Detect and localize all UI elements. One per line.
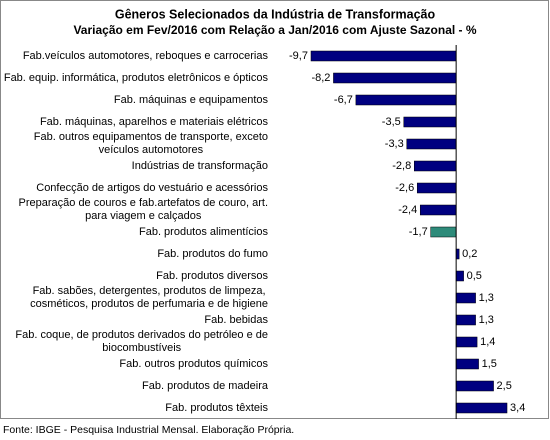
bar — [455, 380, 494, 392]
category-label-wrap: Fab. produtos diversos — [0, 261, 268, 291]
category-label-wrap: Fab. outros produtos químicos — [0, 349, 268, 379]
chart-subtitle: Variação em Fev/2016 com Relação a Jan/2… — [73, 23, 476, 37]
chart-frame — [0, 0, 549, 419]
bar — [416, 182, 457, 194]
category-label: Fab.veículos automotores, reboques e car… — [22, 49, 268, 62]
category-label-wrap: Fab. bebidas — [0, 305, 268, 335]
value-label: 2,5 — [497, 380, 512, 392]
value-label: 0,5 — [467, 270, 482, 282]
category-label-box: Fab. equip. informática, produtos eletrô… — [0, 63, 268, 93]
bar — [419, 204, 457, 216]
category-label-wrap: Fab. equip. informática, produtos eletrô… — [0, 63, 268, 93]
category-label: Fab. produtos têxteis — [165, 401, 268, 414]
category-label: Preparação de couros e fab.artefatos de … — [18, 197, 268, 222]
category-label-box: Fab. produtos têxteis — [0, 393, 268, 423]
bar — [333, 72, 457, 84]
category-label: Confecção de artigos do vestuário e aces… — [36, 181, 268, 194]
category-label-box: Fab. sabões, detergentes, produtos de li… — [0, 283, 268, 313]
bar — [413, 160, 457, 172]
category-label-wrap: Fab. produtos de madeira — [0, 371, 268, 401]
category-label-box: Fab. produtos diversos — [0, 261, 268, 291]
bar — [455, 402, 508, 414]
value-label: -3,5 — [382, 116, 401, 128]
category-label-wrap: Fab. coque, de produtos derivados do pet… — [0, 327, 268, 357]
category-label: Fab. coque, de produtos derivados do pet… — [15, 329, 268, 354]
value-label: 3,4 — [510, 402, 525, 414]
category-label-box: Fab. produtos alimentícios — [0, 217, 268, 247]
category-label-wrap: Fab. produtos alimentícios — [0, 217, 268, 247]
category-label-wrap: Fab. produtos do fumo — [0, 239, 268, 269]
category-label: Fab. produtos diversos — [156, 269, 268, 282]
value-label: -2,8 — [392, 160, 411, 172]
category-label: Fab. máquinas e equipamentos — [113, 93, 268, 106]
category-label-wrap: Fab. máquinas, aparelhos e materiais elé… — [0, 107, 268, 137]
category-label: Fab. produtos de madeira — [142, 379, 268, 392]
category-label-box: Fab. coque, de produtos derivados do pet… — [0, 327, 268, 357]
category-label: Fab. máquinas, aparelhos e materiais elé… — [39, 115, 268, 128]
value-label: -2,6 — [395, 182, 414, 194]
category-label-box: Fab. bebidas — [0, 305, 268, 335]
category-label-wrap: Indústrias de transformação — [0, 151, 268, 181]
value-label: 1,5 — [482, 358, 497, 370]
value-label: -1,7 — [409, 226, 428, 238]
category-label: Indústrias de transformação — [131, 159, 268, 172]
value-label: 1,3 — [479, 314, 494, 326]
category-label-box: Fab. outros equipamentos de transporte, … — [0, 129, 268, 159]
value-label: -9,7 — [289, 50, 308, 62]
value-label: 0,2 — [462, 248, 477, 260]
category-label-box: Fab. outros produtos químicos — [0, 349, 268, 379]
bar — [355, 94, 457, 106]
category-label: Fab. outros produtos químicos — [119, 357, 268, 370]
category-label-wrap: Fab. máquinas e equipamentos — [0, 85, 268, 115]
category-label: Fab. sabões, detergentes, produtos de li… — [30, 285, 268, 310]
bar — [403, 116, 457, 128]
bar — [310, 50, 457, 62]
category-label-wrap: Fab.veículos automotores, reboques e car… — [0, 41, 268, 71]
bar — [455, 314, 476, 326]
bar — [455, 336, 478, 348]
bar — [406, 138, 457, 150]
source-note: Fonte: IBGE - Pesquisa Industrial Mensal… — [3, 424, 294, 436]
chart-title: Gêneros Selecionados da Indústria de Tra… — [115, 7, 436, 21]
value-label: -2,4 — [398, 204, 417, 216]
category-label-box: Fab. máquinas e equipamentos — [0, 85, 268, 115]
value-label: 1,3 — [479, 292, 494, 304]
value-label: -3,3 — [385, 138, 404, 150]
category-label-box: Preparação de couros e fab.artefatos de … — [0, 195, 268, 225]
category-label: Fab. equip. informática, produtos eletrô… — [3, 71, 268, 84]
category-label-wrap: Preparação de couros e fab.artefatos de … — [0, 195, 268, 225]
category-label-box: Fab. máquinas, aparelhos e materiais elé… — [0, 107, 268, 137]
category-label-wrap: Fab. outros equipamentos de transporte, … — [0, 129, 268, 159]
category-label-wrap: Confecção de artigos do vestuário e aces… — [0, 173, 268, 203]
category-label-box: Indústrias de transformação — [0, 151, 268, 181]
category-label-box: Fab. produtos do fumo — [0, 239, 268, 269]
value-label: -6,7 — [334, 94, 353, 106]
category-label-box: Fab.veículos automotores, reboques e car… — [0, 41, 268, 71]
category-label: Fab. produtos do fumo — [157, 247, 268, 260]
category-label: Fab. outros equipamentos de transporte, … — [33, 131, 268, 156]
category-label: Fab. bebidas — [204, 313, 268, 326]
bar — [430, 226, 457, 238]
bar — [455, 270, 464, 282]
value-label: -8,2 — [311, 72, 330, 84]
bar — [455, 358, 479, 370]
category-label-wrap: Fab. produtos têxteis — [0, 393, 268, 423]
category-label-box: Fab. produtos de madeira — [0, 371, 268, 401]
category-label-wrap: Fab. sabões, detergentes, produtos de li… — [0, 283, 268, 313]
value-label: 1,4 — [480, 336, 495, 348]
category-label: Fab. produtos alimentícios — [138, 225, 268, 238]
category-label-box: Confecção de artigos do vestuário e aces… — [0, 173, 268, 203]
bar — [455, 292, 476, 304]
